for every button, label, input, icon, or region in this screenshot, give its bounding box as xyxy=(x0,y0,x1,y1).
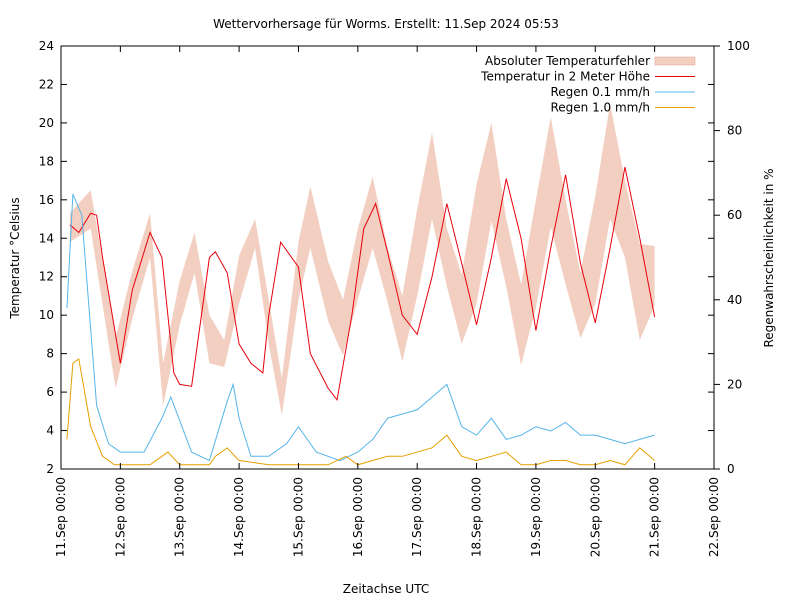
series-line-layer xyxy=(66,167,656,466)
legend-swatch xyxy=(654,56,696,66)
series-line-1 xyxy=(69,167,656,401)
series-line-2 xyxy=(66,193,655,462)
y-axis-right: 0 20 40 60 80 100 xyxy=(714,39,750,476)
plot-frame xyxy=(60,45,715,470)
x-axis: 11.Sep 00:00 12.Sep 00:00 13.Sep 00:00 14.S… xyxy=(54,46,721,557)
legend-label: Temperatur in 2 Meter Höhe xyxy=(480,70,650,84)
x-tick-label: 17.Sep 00:00 xyxy=(410,477,424,557)
y2-tick-label: 100 xyxy=(727,39,750,53)
x-tick-label: 20.Sep 00:00 xyxy=(588,477,602,557)
x-tick-label: 19.Sep 00:00 xyxy=(529,477,543,557)
y2-tick-label: 80 xyxy=(727,124,742,138)
series-line-3 xyxy=(66,358,655,466)
legend-label: Regen 1.0 mm/h xyxy=(550,101,650,115)
x-tick-label: 16.Sep 00:00 xyxy=(351,477,365,557)
y-tick-label: 20 xyxy=(39,116,54,130)
x-tick-label: 14.Sep 00:00 xyxy=(232,477,246,557)
x-tick-label: 13.Sep 00:00 xyxy=(173,477,187,557)
y2-tick-label: 40 xyxy=(727,293,742,307)
y2-tick-label: 60 xyxy=(727,208,742,222)
x-tick-label: 15.Sep 00:00 xyxy=(291,477,305,557)
y-tick-label: 16 xyxy=(39,193,54,207)
y2-tick-label: 20 xyxy=(727,377,742,391)
y-tick-label: 12 xyxy=(39,270,54,284)
x-tick-label: 21.Sep 00:00 xyxy=(648,477,662,557)
y-tick-label: 8 xyxy=(46,347,54,361)
x-tick-label: 12.Sep 00:00 xyxy=(113,477,127,557)
y-tick-label: 22 xyxy=(39,77,54,91)
x-tick-label: 11.Sep 00:00 xyxy=(54,477,68,557)
legend-label: Regen 0.1 mm/h xyxy=(550,85,650,99)
y-axis-label: Temperatur °Celsius xyxy=(8,197,22,319)
y2-axis-label: Regenwahrscheinlichkeit in % xyxy=(762,168,776,347)
chart-title: Wettervorhersage für Worms. Erstellt: 11… xyxy=(213,17,559,31)
x-tick-label: 18.Sep 00:00 xyxy=(470,477,484,557)
y-tick-label: 14 xyxy=(39,231,54,245)
y2-tick-label: 0 xyxy=(727,462,735,476)
error-band xyxy=(69,103,655,416)
legend: Absoluter Temperaturfehler Temperatur in … xyxy=(480,54,696,115)
y-tick-label: 4 xyxy=(46,424,54,438)
legend-label: Absoluter Temperaturfehler xyxy=(485,54,650,68)
y-tick-label: 24 xyxy=(39,39,54,53)
x-tick-label: 22.Sep 00:00 xyxy=(707,477,721,557)
error-band-layer xyxy=(69,103,655,416)
y-tick-label: 2 xyxy=(46,462,54,476)
y-tick-label: 6 xyxy=(46,385,54,399)
y-tick-label: 10 xyxy=(39,308,54,322)
y-tick-label: 18 xyxy=(39,154,54,168)
x-axis-label: Zeitachse UTC xyxy=(343,582,429,596)
